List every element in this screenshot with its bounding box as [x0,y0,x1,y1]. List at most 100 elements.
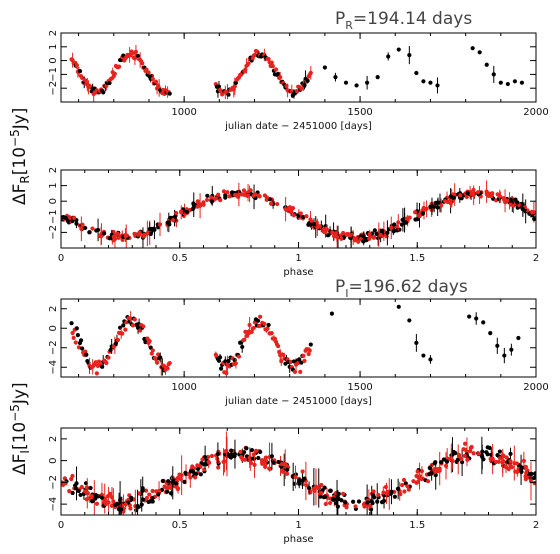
black-point [113,502,118,508]
red-point [258,314,263,319]
black-point [198,472,203,477]
red-point [71,335,76,340]
x-tick-label: 2 [533,520,539,531]
red-point [213,196,219,201]
black-point [498,80,503,85]
x-tick-label: 0 [58,520,64,531]
red-point [225,190,230,195]
black-point [168,491,174,496]
red-point [275,343,281,349]
red-point [367,231,372,237]
red-point [523,474,528,479]
black-point [514,200,520,205]
red-point [147,339,152,344]
red-point [317,224,322,229]
black-point [435,83,440,88]
black-point [232,454,237,459]
red-point [298,211,303,216]
y-axis-label-r: ΔFR[10−5Jy] [8,108,32,205]
black-point [420,211,426,216]
red-point [144,67,149,72]
x-axis-label: phase [283,534,313,545]
red-point [94,371,99,376]
black-point [467,314,472,319]
black-point [266,322,271,328]
red-point [468,448,473,454]
black-point [392,494,397,499]
black-point [520,206,525,212]
black-point [269,454,275,459]
red-point [471,451,476,456]
red-point [247,322,252,328]
red-point [251,452,257,457]
red-point [508,459,513,464]
red-point [523,465,528,470]
y-tick-label: 0 [48,57,59,63]
red-point [190,464,195,469]
black-point [74,221,79,226]
y-tick-label: 2 [48,30,59,36]
black-point [99,495,105,500]
red-point [193,475,198,480]
black-point [453,450,458,456]
red-point [278,75,283,80]
x-axis-label: phase [283,267,313,278]
black-point [365,80,370,85]
red-point [145,231,150,236]
black-point [216,84,222,89]
red-point [248,188,253,193]
red-point [116,235,122,240]
red-point [252,462,257,467]
y-tick-label: 2 [48,167,59,173]
black-point [90,499,95,504]
red-point [242,457,247,462]
black-point [512,79,517,84]
data-points [61,180,536,248]
red-point [505,198,510,203]
red-point [513,469,518,474]
black-point [74,481,79,486]
black-point [429,470,434,475]
red-point [251,325,256,331]
y-tick-label: −2 [48,225,59,240]
black-point [391,229,396,234]
black-point [300,478,305,483]
black-point [414,340,419,345]
red-point [202,467,207,472]
red-point [508,202,513,207]
black-point [460,460,465,465]
red-point [232,84,237,89]
black-point [73,486,78,491]
black-point [77,69,83,74]
x-axis-label: julian date − 2451000 [days] [224,121,372,132]
red-point [471,187,476,193]
red-point [233,361,238,366]
red-point [132,317,137,322]
black-point [448,194,453,199]
red-point [179,209,184,214]
black-point [519,80,525,85]
black-point [428,204,433,209]
red-point [484,189,489,194]
plot-frame [60,298,537,378]
red-point [462,441,468,446]
red-point [498,456,503,461]
black-point [84,352,89,357]
red-point [123,502,128,507]
red-point [124,320,129,325]
red-point [362,504,367,509]
red-point [246,61,251,66]
black-point [75,333,80,338]
black-point [361,239,366,244]
period-r-label: PR=194.14 days [335,9,472,32]
red-point [204,197,210,203]
black-point [322,65,327,70]
black-point [166,479,171,484]
black-point [508,451,513,456]
red-point [452,192,457,197]
black-point [276,459,281,465]
red-point [223,449,228,454]
red-point [416,213,422,218]
red-point [246,193,251,198]
red-point [389,225,394,230]
